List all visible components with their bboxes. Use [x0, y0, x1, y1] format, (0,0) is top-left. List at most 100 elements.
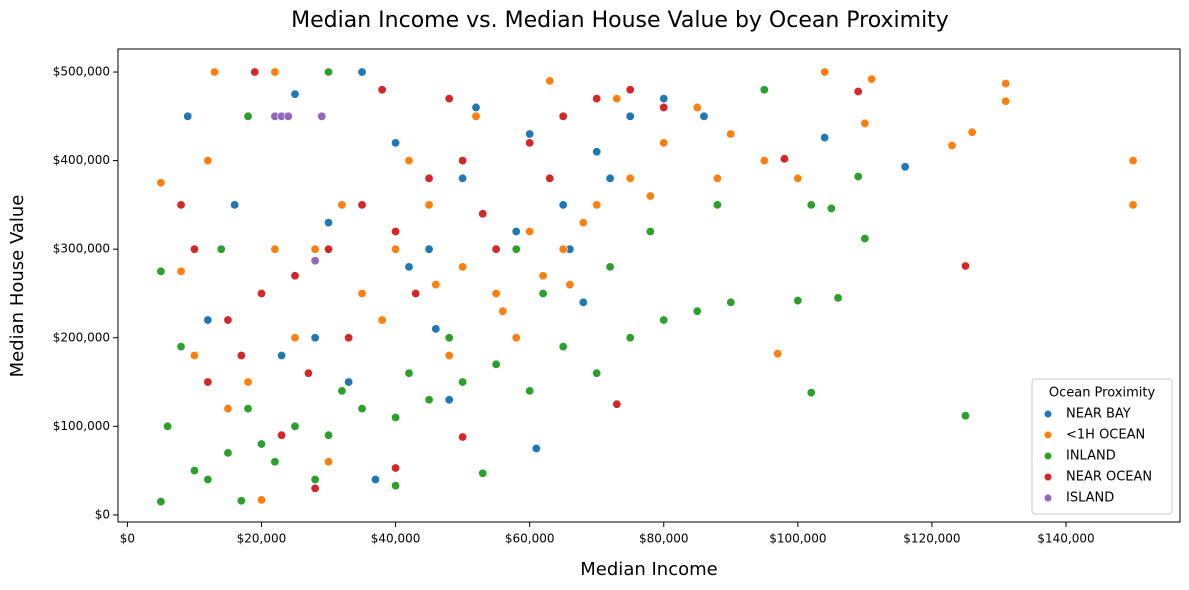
- point: [424, 200, 434, 210]
- point: [659, 102, 669, 112]
- point: [444, 350, 454, 360]
- point: [444, 395, 454, 405]
- point: [310, 256, 320, 266]
- point: [156, 266, 166, 276]
- point: [471, 102, 481, 112]
- point: [853, 172, 863, 182]
- point: [545, 173, 555, 183]
- legend-marker: [1044, 452, 1052, 460]
- point: [404, 262, 414, 272]
- y-tick-label: $300,000: [53, 242, 110, 256]
- point: [357, 200, 367, 210]
- point: [592, 94, 602, 104]
- point: [625, 111, 635, 121]
- point: [270, 457, 280, 467]
- point: [558, 244, 568, 254]
- point: [377, 315, 387, 325]
- point: [867, 74, 877, 84]
- point: [1128, 156, 1138, 166]
- x-tick-label: $100,000: [769, 532, 826, 546]
- x-tick-label: $0: [120, 532, 135, 546]
- point: [210, 67, 220, 77]
- point: [578, 218, 588, 228]
- plot-area: [156, 67, 1138, 507]
- legend-marker: [1044, 410, 1052, 418]
- point: [337, 386, 347, 396]
- point: [357, 288, 367, 298]
- point: [357, 404, 367, 414]
- point: [176, 266, 186, 276]
- point: [1001, 79, 1011, 89]
- legend-marker: [1044, 494, 1052, 502]
- point: [290, 333, 300, 343]
- point: [458, 432, 468, 442]
- point: [699, 111, 709, 121]
- point: [377, 85, 387, 95]
- point: [176, 342, 186, 352]
- point: [853, 87, 863, 97]
- point: [176, 200, 186, 210]
- point: [806, 200, 816, 210]
- point: [491, 244, 501, 254]
- point: [203, 156, 213, 166]
- point: [947, 141, 957, 151]
- point: [820, 67, 830, 77]
- point: [726, 297, 736, 307]
- point: [759, 156, 769, 166]
- legend-label: NEAR OCEAN: [1066, 470, 1152, 485]
- point: [511, 226, 521, 236]
- point: [645, 191, 655, 201]
- point: [545, 76, 555, 86]
- point: [270, 67, 280, 77]
- point: [391, 412, 401, 422]
- point: [223, 448, 233, 458]
- point: [344, 333, 354, 343]
- point: [337, 200, 347, 210]
- point: [324, 218, 334, 228]
- point: [625, 85, 635, 95]
- y-tick-label: $400,000: [53, 153, 110, 167]
- legend-label: NEAR BAY: [1066, 407, 1131, 422]
- x-tick-label: $120,000: [903, 532, 960, 546]
- legend-marker: [1044, 473, 1052, 481]
- point: [511, 244, 521, 254]
- legend-box: [1031, 378, 1173, 515]
- point: [525, 129, 535, 139]
- point: [511, 333, 521, 343]
- x-tick-label: $60,000: [505, 532, 555, 546]
- point: [183, 111, 193, 121]
- point: [525, 138, 535, 148]
- point: [189, 350, 199, 360]
- point: [833, 293, 843, 303]
- point: [404, 156, 414, 166]
- point: [223, 404, 233, 414]
- chart-title: Median Income vs. Median House Value by …: [291, 8, 949, 33]
- point: [806, 388, 816, 398]
- point: [712, 173, 722, 183]
- point: [156, 497, 166, 507]
- point: [478, 468, 488, 478]
- point: [324, 67, 334, 77]
- point: [424, 395, 434, 405]
- y-axis-label: Median House Value: [7, 195, 28, 378]
- axes-frame: [117, 48, 1181, 523]
- point: [290, 421, 300, 431]
- point: [203, 377, 213, 387]
- legend-label: <1H OCEAN: [1066, 428, 1145, 443]
- point: [592, 200, 602, 210]
- point: [156, 178, 166, 188]
- point: [860, 234, 870, 244]
- point: [471, 111, 481, 121]
- point: [592, 368, 602, 378]
- point: [256, 288, 266, 298]
- legend-title: Ocean Proximity: [1049, 386, 1156, 401]
- point: [424, 173, 434, 183]
- point: [223, 315, 233, 325]
- point: [250, 67, 260, 77]
- point: [236, 496, 246, 506]
- point: [317, 111, 327, 121]
- point: [960, 411, 970, 421]
- point: [391, 138, 401, 148]
- point: [424, 244, 434, 254]
